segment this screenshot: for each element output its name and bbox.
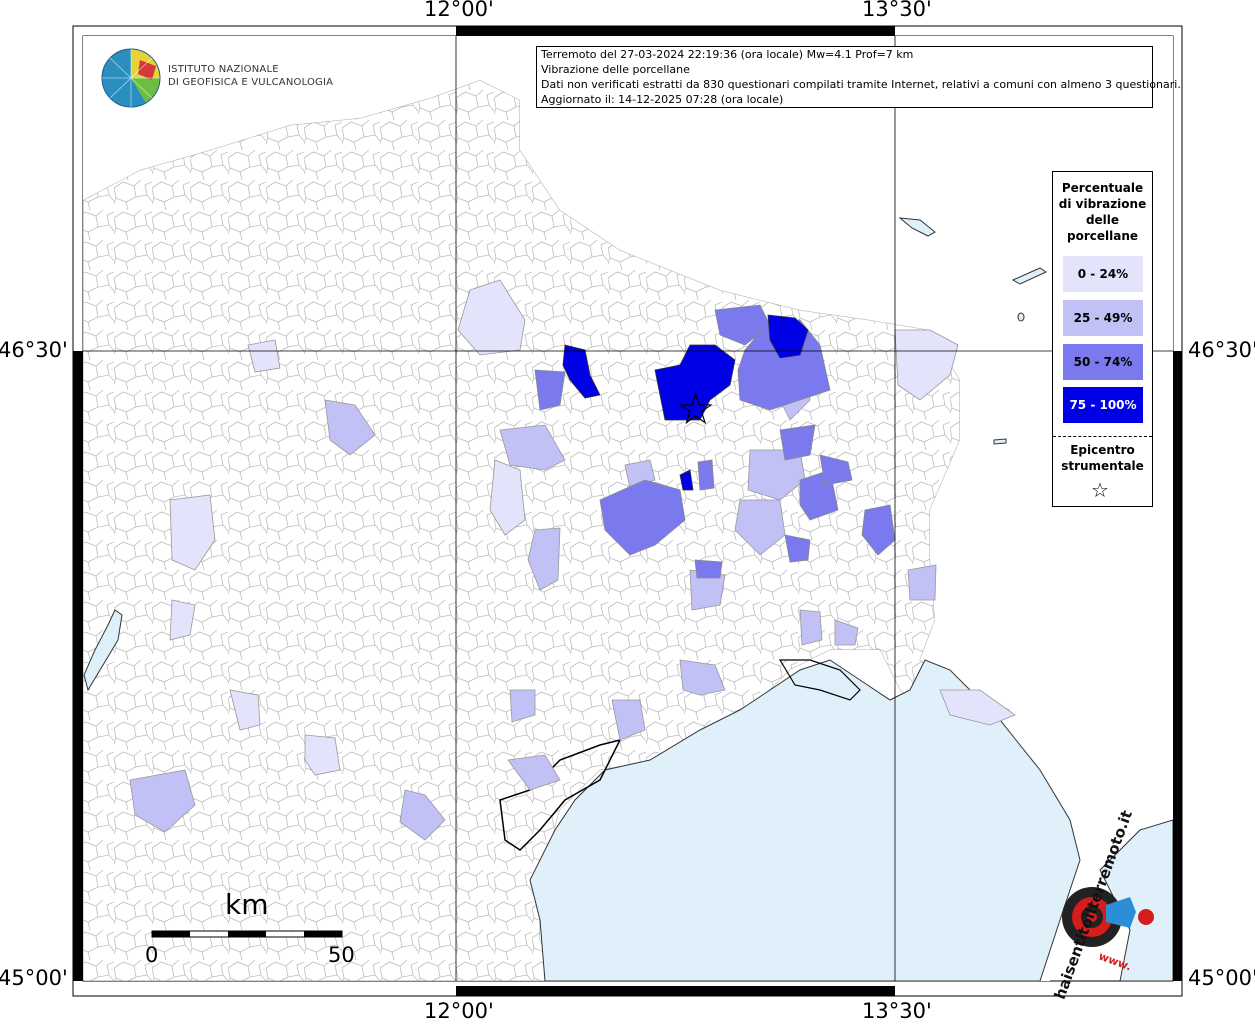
- scale-start: 0: [145, 943, 159, 967]
- frame-bottom-bar: [456, 986, 895, 996]
- scale-bar: [151, 930, 343, 938]
- lake-north-3: [1017, 312, 1025, 322]
- frame-top-bar: [456, 26, 895, 36]
- lat-label-left-4630: 46°30': [0, 338, 68, 362]
- legend-star-icon: ☆: [1091, 478, 1109, 502]
- scale-unit: km: [225, 888, 269, 921]
- legend-item-25-49: 25 - 49%: [1063, 300, 1143, 336]
- lon-label-top-1200: 12°00': [424, 0, 494, 21]
- zone-25-49: [129, 359, 937, 841]
- zone-50-74: [534, 304, 896, 579]
- legend-title-line: di vibrazione: [1058, 197, 1147, 211]
- scale-end: 50: [328, 943, 355, 967]
- lat-label-right-4630: 46°30': [1188, 338, 1255, 362]
- lat-label-left-4500: 45°00': [0, 966, 68, 990]
- lake-north-2: [1011, 267, 1048, 285]
- legend-separator: [1053, 436, 1152, 437]
- lagoon-marano: [778, 659, 861, 701]
- legend: Percentuale di vibrazione delle porcella…: [1052, 171, 1153, 507]
- legend-title: Percentuale di vibrazione delle porcella…: [1053, 180, 1152, 244]
- info-line-parameter: Vibrazione delle porcellane: [541, 63, 690, 76]
- info-line-updated: Aggiornato il: 14-12-2025 07:28 (ora loc…: [541, 93, 784, 106]
- legend-title-line: delle: [1085, 213, 1120, 227]
- legend-epicenter-line: Epicentro: [1070, 443, 1135, 457]
- lon-label-bottom-1330: 13°30': [862, 999, 932, 1023]
- sea-east: [1099, 819, 1173, 981]
- lon-label-top-1330: 13°30': [862, 0, 932, 21]
- ingv-logo-text: ISTITUTO NAZIONALE DI GEOFISICA E VULCAN…: [168, 63, 333, 89]
- ingv-logo-line1: ISTITUTO NAZIONALE: [168, 64, 279, 75]
- ingv-logo-globe: [101, 48, 161, 108]
- ingv-logo-line2: DI GEOFISICA E VULCANOLOGIA: [168, 77, 334, 88]
- lake-north-1: [898, 217, 936, 237]
- sea-adriatic: [529, 659, 1081, 981]
- legend-title-line: Percentuale: [1061, 181, 1144, 195]
- brand-logo: [1062, 887, 1154, 947]
- legend-epicenter-label: Epicentro strumentale: [1053, 442, 1152, 474]
- legend-title-line: porcellane: [1066, 229, 1138, 243]
- legend-item-0-24: 0 - 24%: [1063, 256, 1143, 292]
- lake-garda: [83, 609, 123, 692]
- info-box: Terremoto del 27-03-2024 22:19:36 (ora l…: [536, 46, 1181, 108]
- epicenter-star-icon: ☆: [676, 384, 716, 435]
- info-line-event: Terremoto del 27-03-2024 22:19:36 (ora l…: [541, 48, 914, 61]
- lat-label-right-4500: 45°00': [1188, 966, 1255, 990]
- lake-north-4: [993, 438, 1007, 445]
- legend-epicenter-line: strumentale: [1061, 459, 1144, 473]
- zone-75-100: [562, 314, 809, 491]
- legend-item-50-74: 50 - 74%: [1063, 344, 1143, 380]
- zone-0-24: [169, 279, 1016, 776]
- lon-label-bottom-1200: 12°00': [424, 999, 494, 1023]
- legend-item-75-100: 75 - 100%: [1063, 387, 1143, 423]
- frame-right-bar: [1173, 351, 1182, 981]
- info-line-data-note: Dati non verificati estratti da 830 ques…: [541, 78, 1181, 91]
- frame-left-bar: [73, 351, 83, 981]
